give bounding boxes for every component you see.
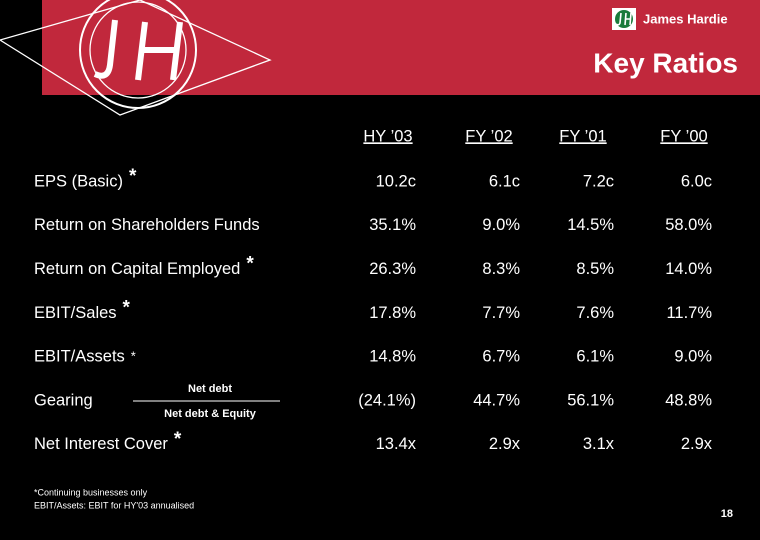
- cell-value: 14.5%: [567, 216, 614, 234]
- row-label: Return on Capital Employed: [34, 260, 240, 278]
- footnote-marker: *: [129, 166, 137, 187]
- cell-value: 3.1x: [583, 435, 615, 453]
- ratios-table: HY ’03 FY ’02 FY ’01 FY ’00 EPS (Basic) * 10.2…: [34, 127, 713, 453]
- fraction-denominator: Net debt & Equity: [164, 408, 257, 420]
- footnote-marker: *: [246, 254, 254, 275]
- cell-value: 9.0%: [482, 216, 520, 234]
- header-logo: [0, 0, 272, 116]
- fraction-numerator: Net debt: [188, 383, 232, 395]
- cell-value: 2.9x: [681, 435, 713, 453]
- column-header: HY ’03: [363, 127, 412, 145]
- cell-value: 6.1%: [576, 348, 614, 366]
- cell-value: (24.1%): [358, 391, 416, 409]
- row-label: EBIT/Assets: [34, 348, 125, 366]
- cell-value: 6.1c: [489, 172, 520, 190]
- slide-title: Key Ratios: [593, 47, 738, 78]
- cell-value: 9.0%: [674, 348, 712, 366]
- cell-value: 58.0%: [665, 216, 712, 234]
- cell-value: 48.8%: [665, 391, 712, 409]
- footnote-marker: *: [174, 429, 182, 450]
- brand-name: James Hardie: [643, 11, 728, 26]
- column-header: FY ’00: [660, 127, 707, 145]
- footnote-marker: *: [123, 297, 131, 318]
- footnote: *Continuing businesses only: [34, 487, 148, 497]
- cell-value: 7.7%: [482, 304, 520, 322]
- cell-value: 13.4x: [376, 435, 417, 453]
- column-header: FY ’02: [465, 127, 512, 145]
- cell-value: 14.8%: [369, 348, 416, 366]
- cell-value: 56.1%: [567, 391, 614, 409]
- footnote: EBIT/Assets: EBIT for HY'03 annualised: [34, 500, 194, 510]
- cell-value: 10.2c: [376, 172, 416, 190]
- cell-value: 17.8%: [369, 304, 416, 322]
- row-label: EBIT/Sales: [34, 304, 117, 322]
- cell-value: 6.0c: [681, 172, 712, 190]
- cell-value: 7.6%: [576, 304, 614, 322]
- page-number: 18: [721, 508, 733, 520]
- cell-value: 14.0%: [665, 260, 712, 278]
- cell-value: 11.7%: [666, 304, 712, 322]
- brand-logo-letters: [615, 12, 632, 26]
- cell-value: 7.2c: [583, 172, 614, 190]
- cell-value: 44.7%: [473, 391, 520, 409]
- cell-value: 35.1%: [369, 216, 416, 234]
- cell-value: 6.7%: [482, 348, 520, 366]
- row-label: Gearing: [34, 391, 93, 409]
- footnote-marker: *: [131, 349, 136, 364]
- cell-value: 8.3%: [482, 260, 520, 278]
- column-header: FY ’01: [559, 127, 606, 145]
- row-label: Net Interest Cover: [34, 435, 168, 453]
- cell-value: 26.3%: [369, 260, 416, 278]
- row-label: Return on Shareholders Funds: [34, 216, 260, 234]
- cell-value: 2.9x: [489, 435, 521, 453]
- row-label: EPS (Basic): [34, 172, 123, 190]
- cell-value: 8.5%: [576, 260, 614, 278]
